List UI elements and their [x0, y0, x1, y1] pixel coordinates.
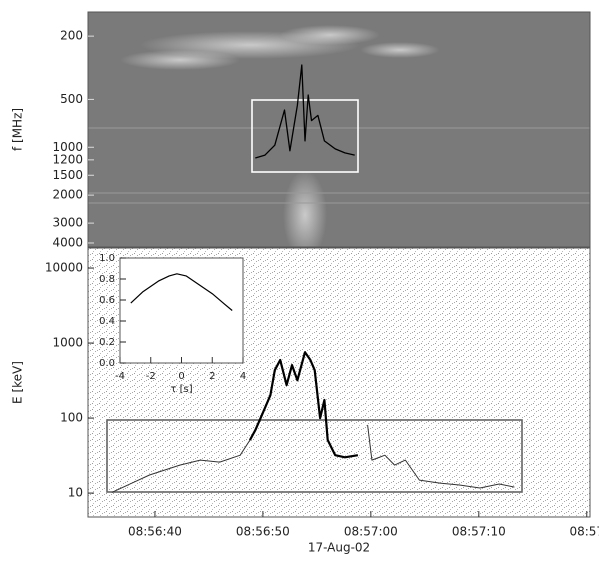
y-tick-label: 1000 [52, 140, 83, 154]
y-tick-label: 200 [60, 29, 83, 43]
x-tick-label: 2 [209, 371, 215, 382]
y-axis-label: f [MHz] [11, 108, 25, 151]
y-tick-label: 0.4 [99, 316, 115, 327]
data-line [255, 64, 355, 159]
x-tick-label: 4 [240, 371, 246, 382]
y-tick-label: 0.8 [99, 274, 115, 285]
x-tick-label: 08:56:50 [236, 525, 290, 539]
x-tick-label: 08:57:10 [452, 525, 506, 539]
emission-blob [120, 50, 240, 70]
y-tick-label: 3000 [52, 216, 83, 230]
data-line [248, 351, 359, 459]
y-tick-label: 10000 [45, 261, 83, 275]
y-tick-label: 0.0 [99, 358, 115, 369]
y-tick-label: 1.0 [99, 253, 115, 264]
x-tick-label: -2 [146, 371, 156, 382]
y-tick-label: 2000 [52, 188, 83, 202]
y-axis-label: E [keV] [11, 361, 25, 404]
energy-box [106, 419, 523, 493]
x-tick-label: 0 [178, 371, 184, 382]
panel-background [120, 258, 243, 363]
x-axis-label: τ [s] [170, 384, 192, 395]
y-tick-label: 0.6 [99, 295, 115, 306]
x-tick-label: 08:56:40 [128, 525, 182, 539]
data-line [130, 273, 233, 311]
x-axis-label: 17-Aug-02 [308, 541, 370, 555]
x-tick-label: 08:57:00 [344, 525, 398, 539]
y-tick-label: 0.2 [99, 337, 115, 348]
burst-box [251, 99, 359, 173]
emission-blob [280, 25, 380, 45]
emission-blob [360, 42, 440, 58]
panel-frame [87, 11, 591, 248]
y-tick-label: 1200 [52, 152, 83, 166]
y-tick-label: 1500 [52, 168, 83, 182]
panel-frame [87, 247, 591, 518]
x-tick-label: -4 [115, 371, 125, 382]
y-tick-label: 10 [68, 486, 83, 500]
y-tick-label: 100 [60, 411, 83, 425]
x-tick-label: 08:57 [569, 525, 599, 539]
y-tick-label: 4000 [52, 235, 83, 249]
y-tick-label: 500 [60, 92, 83, 106]
data-line [111, 424, 515, 493]
y-tick-label: 1000 [52, 336, 83, 350]
